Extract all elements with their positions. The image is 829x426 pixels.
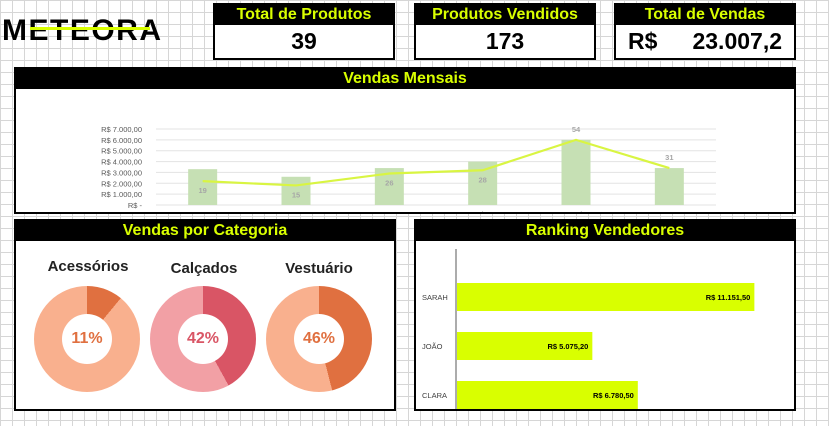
x-tick-label: Fev [290,210,303,212]
data-label: 31 [665,153,673,162]
kpi-value: 23.007,2 [692,28,782,54]
seller-value: R$ 11.151,50 [706,293,751,302]
month-bar [561,139,591,205]
month-bar [654,168,684,205]
sales-trend-line [202,138,670,187]
seller-value: R$ 6.780,50 [593,391,634,400]
y-tick-label: R$ 4.000,00 [101,158,142,167]
data-label: 54 [572,125,581,134]
seller-name: CLARA [422,391,447,400]
y-tick-label: R$ 2.000,00 [101,179,142,188]
donut-calcados: 42% [150,286,256,392]
kpi-produtos-vendidos: Produtos Vendidos 173 [414,3,596,60]
kpi-value: 39 [291,28,317,54]
seller-name: SARAH [422,293,448,302]
seller-bar [457,283,755,311]
panel-title: Vendas por Categoria [16,221,394,241]
kpi-title: Total de Produtos [215,5,393,25]
x-tick-label: Abr [477,210,489,212]
donut-acessorios: 11% [34,286,140,392]
category-name: Acessórios [47,258,129,275]
currency-symbol: R$ [628,28,658,54]
donut-vestuario: 46% [266,286,372,392]
kpi-title: Produtos Vendidos [416,5,594,25]
y-tick-label: R$ 6.000,00 [101,136,142,145]
y-tick-label: R$ 5.000,00 [101,147,142,156]
x-tick-label: Jan [197,210,209,212]
y-tick-label: R$ 1.000,00 [101,190,142,199]
logo-text: METEORA [2,14,163,47]
panel-title: Ranking Vendedores [416,221,794,241]
category-name: Vestuário [285,260,353,277]
category-panel: Vendas por Categoria Acessórios 11% Calç… [14,219,396,411]
month-bar [468,161,498,205]
logo-accent-stripe [30,27,150,30]
y-tick-label: R$ 7.000,00 [101,125,142,134]
month-bar [188,169,218,205]
donut-label: 46% [294,314,344,364]
kpi-value: 173 [485,28,525,54]
monthly-sales-panel: Vendas Mensais R$ - R$ 1.000,00 R$ 2.000,0… [14,67,796,219]
data-label: 28 [478,175,486,184]
seller-bar [457,381,638,409]
month-bar [281,176,311,205]
seller-name: JOÃO [422,342,443,351]
data-label: 19 [198,186,206,195]
ranking-chart: SARAH R$ 11.151,50 JOÃO R$ 5.075,20 CLARA R$ … [422,249,755,409]
ranking-panel: Ranking Vendedores SARAH R$ 11.151,50 JOÃO… [414,219,796,411]
seller-value: R$ 5.075,20 [547,342,588,351]
x-tick-label: Mai [570,210,582,212]
seller-bar [457,332,593,360]
x-tick-label: Mar [383,210,396,212]
data-label: 26 [385,179,393,188]
kpi-title: Total de Vendas [616,5,794,25]
panel-title: Vendas Mensais [16,69,794,89]
y-tick-label: R$ 3.000,00 [101,168,142,177]
kpi-value-row: R$ 23.007,2 [616,25,794,57]
kpi-total-vendas: Total de Vendas R$ 23.007,2 [614,3,796,60]
x-tick-label: Jun [663,210,675,212]
category-name: Calçados [170,260,238,277]
kpi-total-produtos: Total de Produtos 39 [213,3,395,60]
category-donuts: Acessórios 11% Calçados 42% Vestuário 46… [16,241,394,409]
meteora-logo: METEORA [2,10,212,50]
monthly-sales-chart: R$ -R$ 1.000,00R$ 2.000,00R$ 3.000,00R$ … [101,125,716,219]
donut-label: 42% [178,314,228,364]
y-tick-label: R$ - [128,201,143,210]
donut-label: 11% [62,314,112,364]
data-label: 15 [292,190,300,199]
